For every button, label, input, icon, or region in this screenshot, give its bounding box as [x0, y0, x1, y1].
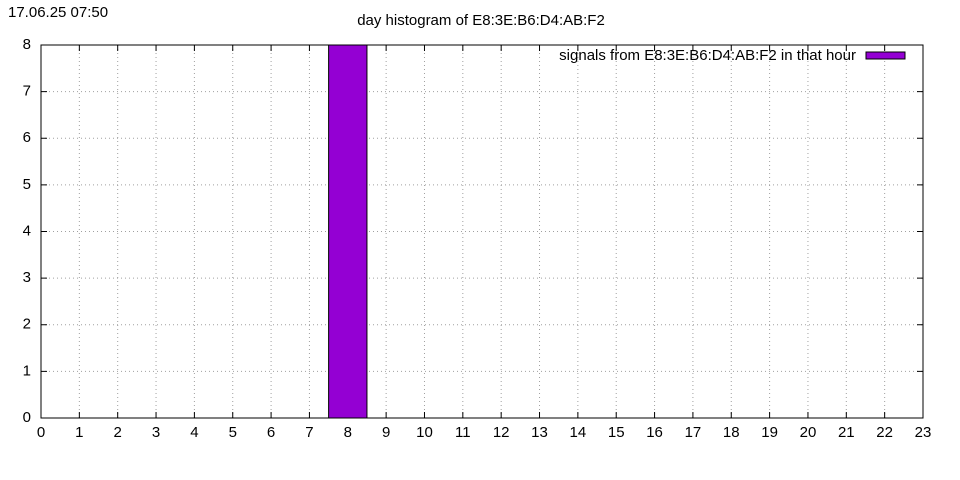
x-tick-label: 17 [685, 424, 702, 441]
x-tick-label: 8 [344, 424, 352, 441]
x-tick-label: 18 [723, 424, 740, 441]
x-tick-label: 11 [455, 424, 471, 441]
x-tick-label: 7 [305, 424, 313, 441]
x-tick-label: 14 [570, 424, 587, 441]
timestamp: 17.06.25 07:50 [8, 4, 108, 21]
x-tick-label: 15 [608, 424, 625, 441]
y-tick-label: 8 [23, 36, 31, 53]
x-tick-label: 0 [37, 424, 45, 441]
x-tick-label: 1 [75, 424, 83, 441]
y-tick-label: 6 [23, 129, 31, 146]
x-tick-label: 3 [152, 424, 160, 441]
x-tick-label: 10 [416, 424, 433, 441]
legend-swatch [865, 51, 906, 60]
x-tick-label: 21 [838, 424, 855, 441]
x-tick-label: 19 [761, 424, 778, 441]
x-tick-label: 13 [531, 424, 548, 441]
x-tick-label: 6 [267, 424, 275, 441]
plot-border [40, 44, 924, 419]
y-tick-label: 7 [23, 83, 31, 100]
x-tick-label: 16 [646, 424, 663, 441]
x-tick-label: 22 [876, 424, 893, 441]
y-tick-label: 0 [23, 409, 31, 426]
y-tick-label: 2 [23, 316, 31, 333]
chart-title: day histogram of E8:3E:B6:D4:AB:F2 [357, 12, 605, 29]
x-tick-label: 12 [493, 424, 510, 441]
y-tick-label: 4 [23, 222, 31, 239]
bar [328, 44, 368, 419]
x-tick-label: 5 [229, 424, 237, 441]
x-tick-label: 9 [382, 424, 390, 441]
x-tick-label: 4 [190, 424, 198, 441]
legend-label: signals from E8:3E:B6:D4:AB:F2 in that h… [559, 47, 856, 64]
x-tick-label: 20 [800, 424, 817, 441]
y-tick-label: 3 [23, 269, 31, 286]
y-tick-label: 1 [23, 362, 31, 379]
y-tick-label: 5 [23, 176, 31, 193]
x-tick-label: 23 [915, 424, 932, 441]
x-tick-label: 2 [114, 424, 122, 441]
